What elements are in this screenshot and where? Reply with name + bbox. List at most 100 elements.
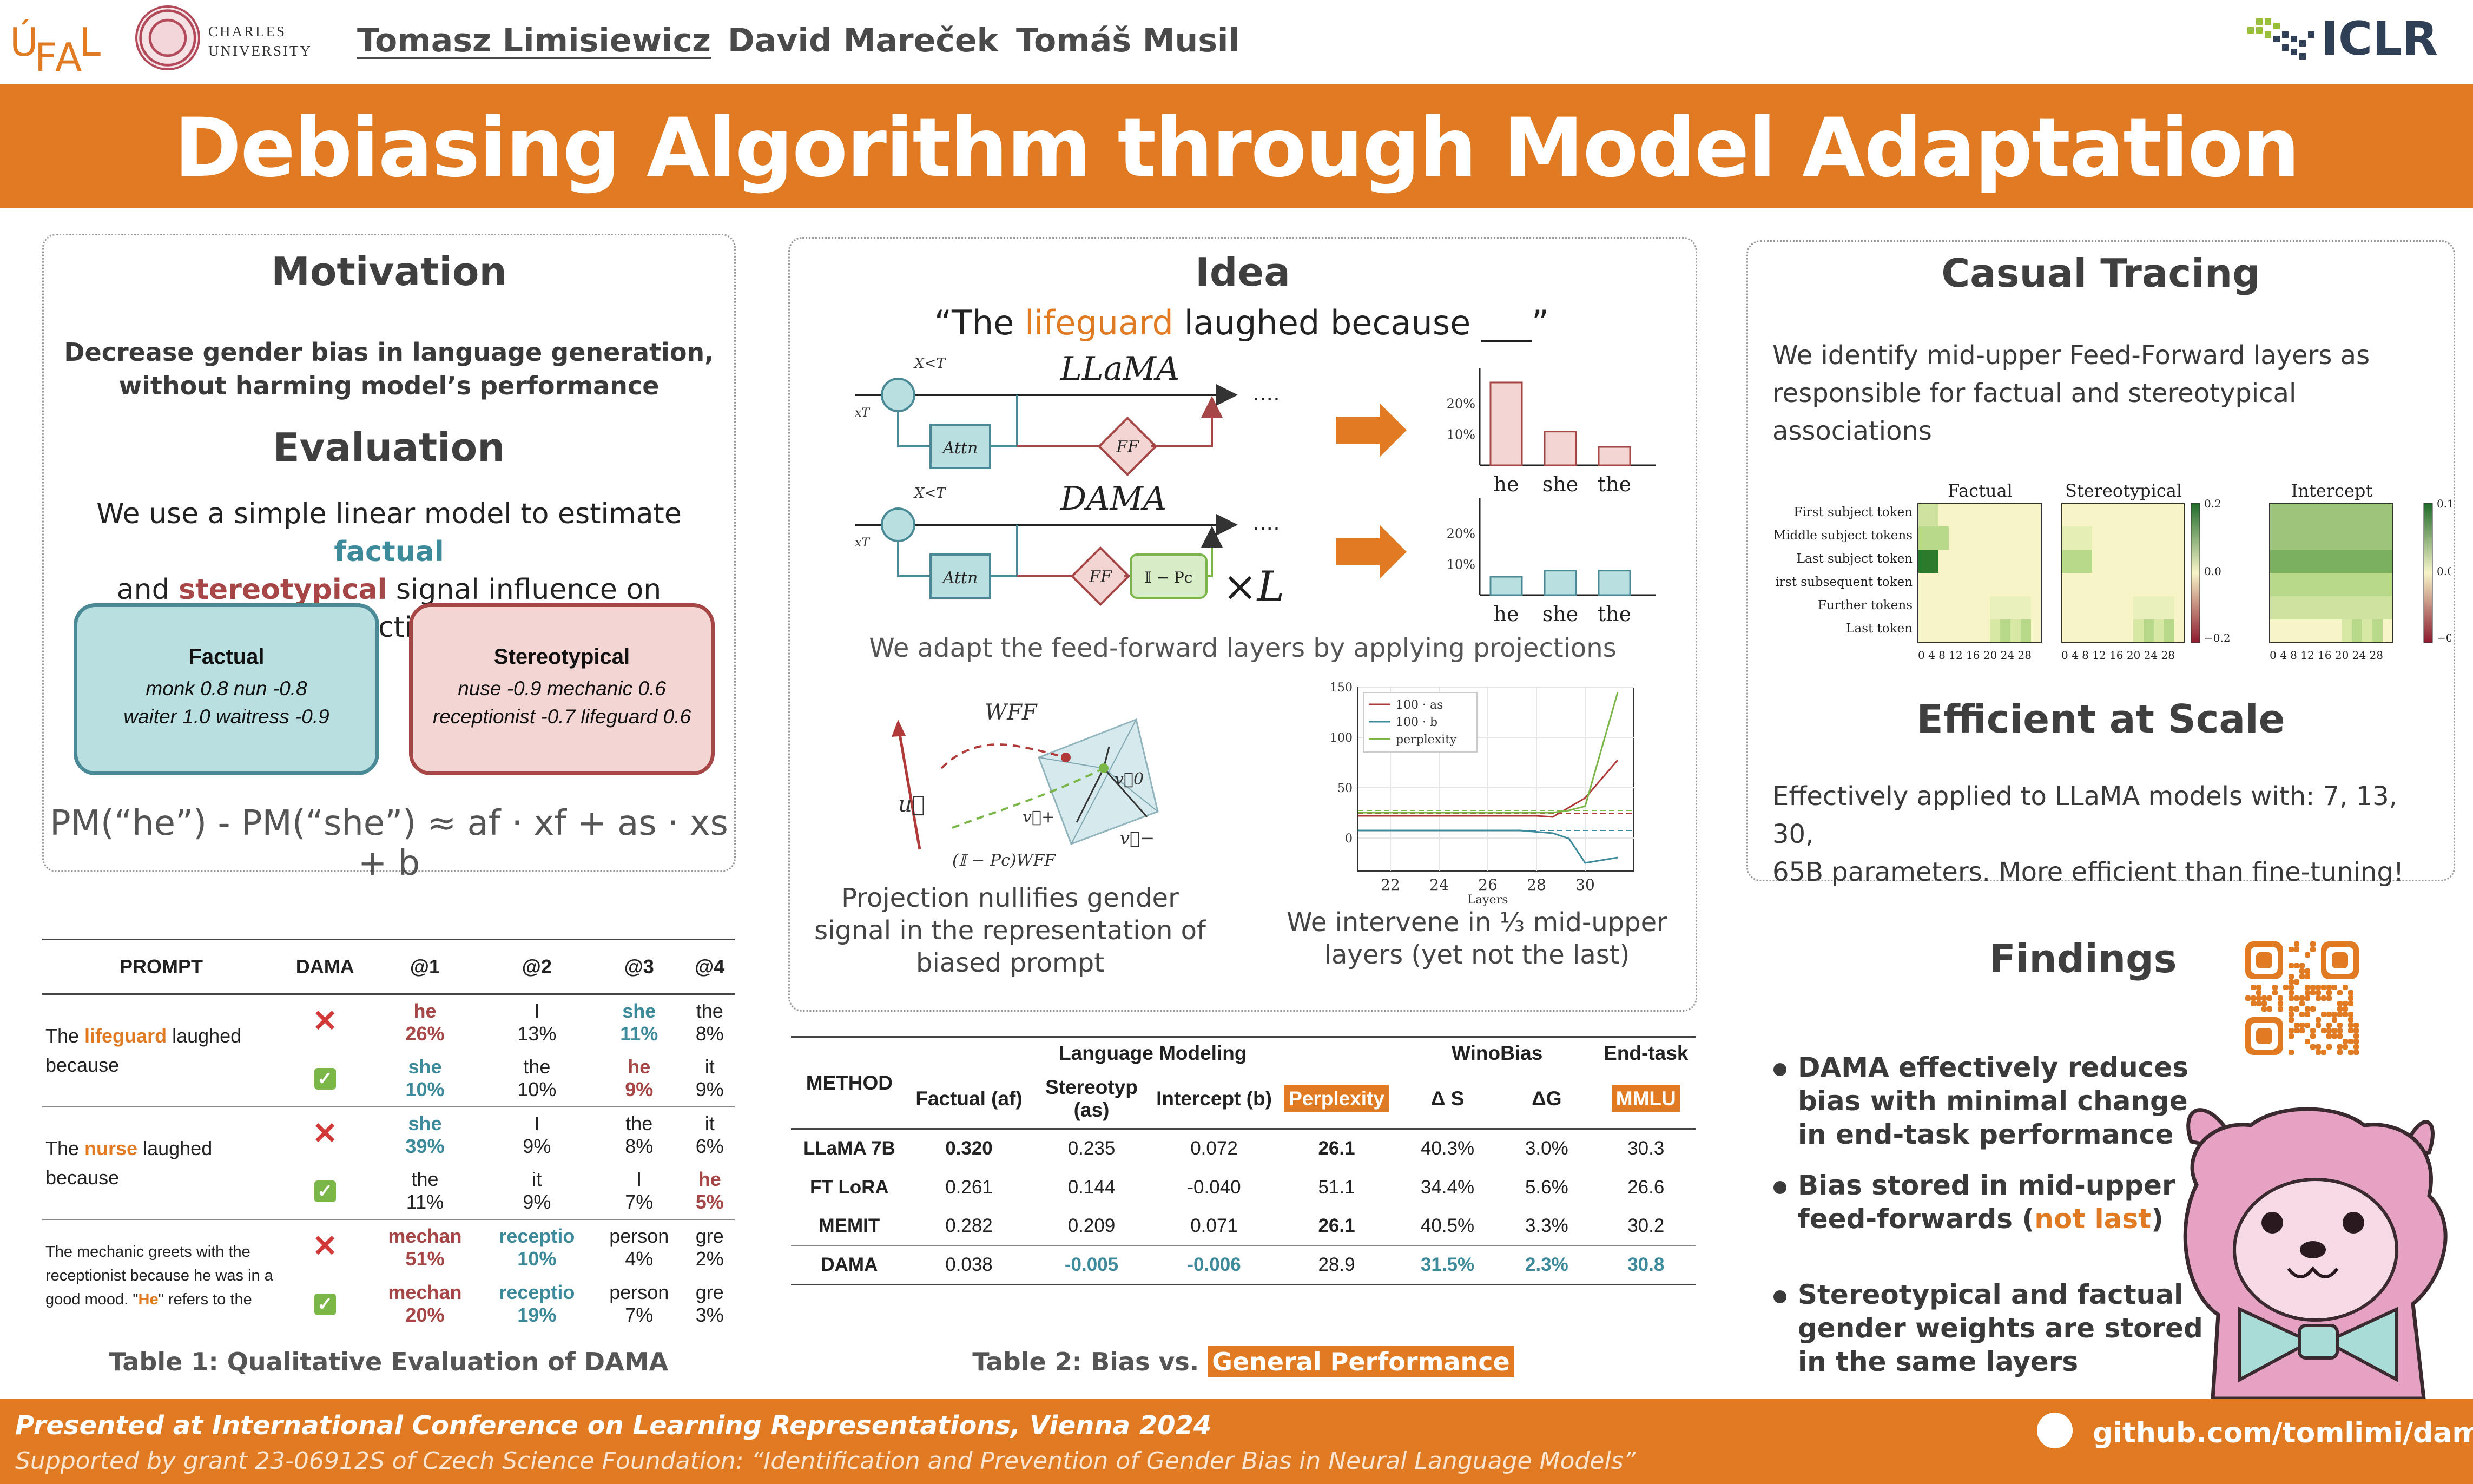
prediction-cell: I 9% [523,1112,551,1157]
prediction-cell: I 13% [517,1000,557,1045]
heatmap-cell [2021,573,2032,597]
heatmap-cell [2174,526,2185,550]
table-row: FT LoRA 0.261 0.144 -0.040 51.1 34.4% 5.6% 26.6 [791,1168,1696,1207]
heatmap-cell [1928,550,1939,573]
ufal-logo: Ú F A L [10,19,101,80]
heatmap-cell [2352,503,2363,527]
heatmap-cell [2311,573,2322,597]
table-row: LLaMA 7B 0.320 0.235 0.072 26.1 40.3% 3.0% 30.3 [791,1128,1696,1168]
heatmap-cell [2061,596,2072,620]
heatmap-cell [2072,503,2082,527]
prediction-cell: he 26% [405,1000,445,1045]
heatmap-cell [2061,503,2072,527]
heatmap-cell [2102,550,2113,573]
prompt-cell: The lifeguard laughed because [42,994,280,1107]
bullet-icon [1773,1063,1786,1076]
idea-title: Idea [1195,249,1290,295]
heatmap-cell [2144,596,2154,620]
heatmap-cell [2362,619,2373,643]
projection-caption: Projection nullifies gender signal in th… [814,883,1206,978]
value-cell: 40.3% [1397,1128,1498,1168]
heatmap-cell [2113,573,2124,597]
svg-text:𝕀 − Pc: 𝕀 − Pc [1145,569,1193,586]
heatmap-cell [2362,573,2373,597]
bar-label: the [1598,472,1631,496]
causal-tracing-heatmaps: First subject token Middle subject tokens… [1775,480,2451,662]
heatmap-cell [2280,550,2291,573]
prediction-cell: the 8% [695,1000,724,1045]
bar-label: she [1542,602,1578,626]
prediction-cell: she 39% [405,1112,445,1157]
svg-text:24: 24 [1429,876,1449,894]
heatmap-cell [2133,526,2144,550]
motivation-text: Decrease gender bias in language generat… [64,338,714,400]
heatmap-cell [2102,526,2113,550]
heatmap-cell [2061,573,2072,597]
heatmap-cell [1959,550,1970,573]
method-cell: DAMA [791,1245,908,1285]
heatmap-cell [2144,526,2154,550]
heatmap-cell [2342,526,2352,550]
bias-performance-table: METHOD Language Modeling WinoBias End-ta… [791,1036,1696,1285]
tracing-text: We identify mid-upper Feed-Forward layer… [1772,340,2370,446]
heatmap-cell [2321,550,2332,573]
heatmap-cell [2174,596,2185,620]
prediction-cell: gre 3% [695,1281,724,1326]
value-cell: 0.261 [945,1176,993,1198]
svg-text:Layers: Layers [1468,893,1508,907]
heatmap-cell [1938,596,1949,620]
heatmap-cell [2280,503,2291,527]
github-link[interactable]: github.com/tomlimi/dama [2093,1417,2473,1449]
heatmap-cell [2352,550,2363,573]
svg-text:FF: FF [1089,568,1112,586]
heatmap-cell [2321,526,2332,550]
t2-header: Stereotyp (as) [1045,1076,1138,1121]
author-1: Tomasz Limisiewicz [357,22,711,60]
poster-title: Debiasing Algorithm through Model Adapta… [174,101,2300,195]
heatmap-cell [2290,573,2301,597]
heatmap-cell [2311,596,2322,620]
svg-text:v⃗−: v⃗− [1120,828,1155,848]
heatmap-cell [2113,619,2124,643]
heatmap-cell [2123,503,2134,527]
prediction-cell: the 8% [625,1112,654,1157]
heatmap-cell [2102,503,2113,527]
heatmap-cell [2164,503,2175,527]
heatmap-cell [2300,550,2311,573]
heatmap-cell [2383,526,2393,550]
heatmap-cell [2082,503,2093,527]
svg-text:Attn: Attn [941,439,978,458]
heatmap-cell [2021,619,2032,643]
charles-university-text: CHARLES UNIVERSITY [208,23,312,59]
heatmap-cell [2383,619,2393,643]
qr-code-icon [2245,941,2359,1055]
heatmap-cell [1969,503,1980,527]
iclr-logo-text: ICLR [2321,12,2438,66]
motivation-panel: Motivation Decrease gender bias in langu… [42,234,736,883]
heatmap-cell [2362,503,2373,527]
heatmap-cell [2331,526,2342,550]
heatmap-cell [1980,503,1990,527]
heatmap-cell [2133,550,2144,573]
charles-university-seal [135,5,200,70]
heatmap-cell [1918,573,1929,597]
heatmap-cell [2311,550,2322,573]
heatmap-cell [2164,526,2175,550]
svg-text:30: 30 [1575,876,1595,894]
heatmap-cell [2021,503,2032,527]
heatmap-cell [2383,573,2393,597]
prompt-cell: The nurse laughed because [42,1106,280,1220]
bar [1598,446,1631,466]
heatmap-cell [2072,596,2082,620]
svg-text:....: .... [1252,511,1280,536]
heatmap-row-label: First subsequent token [1775,575,1913,589]
table-row: ✓ mechan 20% receptio 19% person 7% gre 3% [42,1276,735,1332]
heatmap-cell [2154,573,2165,597]
heatmap-cell [2092,503,2103,527]
heatmap-cell [1980,573,1990,597]
svg-text:xT: xT [855,536,871,550]
heatmap-cell [2300,526,2311,550]
svg-text:(𝕀 − Pc)WFF: (𝕀 − Pc)WFF [952,851,1056,870]
table-row: DAMA 0.038 -0.005 -0.006 28.9 31.5% 2.3% 30.8 [791,1245,1696,1285]
title-bar: Debiasing Algorithm through Model Adapta… [0,84,2473,208]
